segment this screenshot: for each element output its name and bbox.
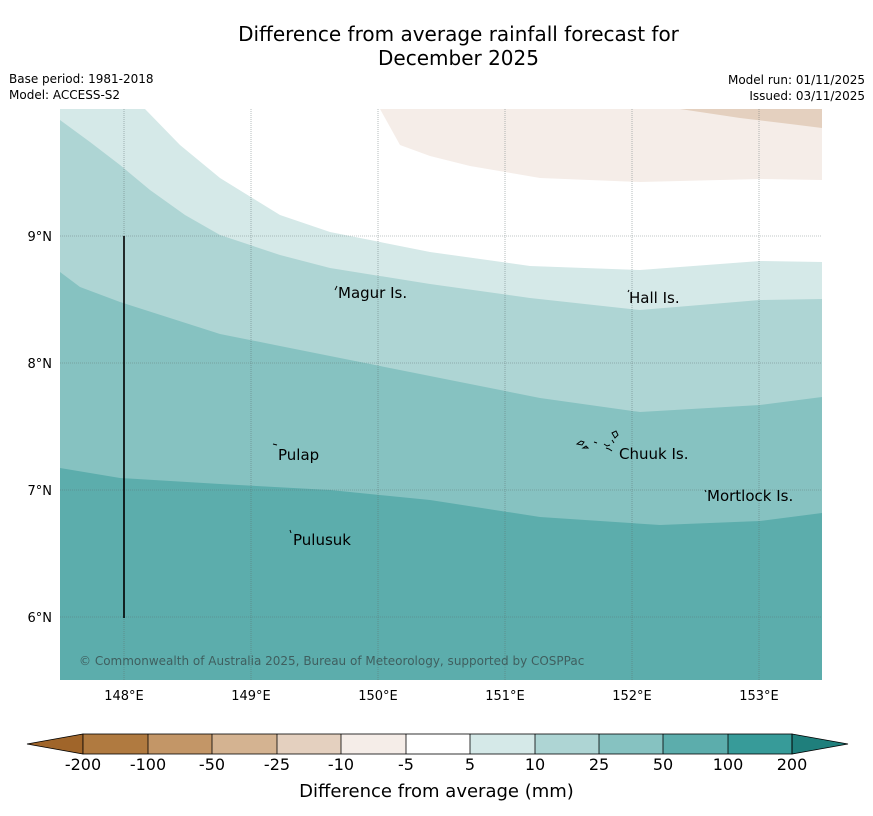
- colorbar-swatch-11: [728, 734, 792, 754]
- place-label-magur: Magur Is.: [338, 284, 407, 302]
- mortlock-island-shape: [704, 489, 707, 493]
- map-area: Magur Is. Hall Is. Pulap Chuuk Is. Mortl…: [60, 109, 822, 680]
- map-title: Difference from average rainfall forecas…: [0, 22, 873, 70]
- band-50-to-100: [60, 468, 822, 680]
- model-text: Model: ACCESS-S2: [9, 88, 121, 102]
- colorbar-tick-label: 25: [588, 755, 610, 774]
- lon-label-152e: 152°E: [612, 689, 652, 704]
- issued-text: Issued: 03/11/2025: [749, 89, 865, 103]
- colorbar-swatch-5: [341, 734, 406, 754]
- colorbar: [26, 733, 849, 755]
- band-minus10-to-minus5: [380, 109, 822, 182]
- colorbar-frame: [82, 733, 793, 755]
- longitude-labels: 148°E 149°E 150°E 151°E 152°E 153°E: [104, 689, 779, 704]
- lat-label-7n: 7°N: [28, 484, 53, 499]
- island-shapes: [272, 285, 707, 534]
- title-line-1: Difference from average rainfall forecas…: [238, 22, 679, 46]
- place-label-chuuk: Chuuk Is.: [619, 445, 688, 463]
- colorbar-tick-label: 50: [652, 755, 674, 774]
- place-label-mortlock: Mortlock Is.: [707, 487, 793, 505]
- base-period-text: Base period: 1981-2018: [9, 72, 154, 86]
- pulap-island-shape: [272, 443, 278, 446]
- lon-label-149e: 149°E: [231, 689, 271, 704]
- place-label-hall: Hall Is.: [629, 289, 680, 307]
- hall-island-shape: [627, 289, 630, 293]
- meta-right: Model run: 01/11/2025 Issued: 03/11/2025: [728, 72, 865, 104]
- colorbar-title: Difference from average (mm): [299, 781, 574, 802]
- place-label-pulap: Pulap: [278, 446, 319, 464]
- colorbar-tick-label: 200: [776, 755, 808, 774]
- lon-label-148e: 148°E: [104, 689, 144, 704]
- copyright-text: © Commonwealth of Australia 2025, Bureau…: [79, 654, 584, 668]
- colorbar-arrow-high: [791, 733, 849, 755]
- colorbar-tick-label: 100: [712, 755, 744, 774]
- lon-label-150e: 150°E: [358, 689, 398, 704]
- meta-left: Base period: 1981-2018 Model: ACCESS-S2: [9, 71, 154, 103]
- lat-label-8n: 8°N: [28, 357, 53, 372]
- model-run-text: Model run: 01/11/2025: [727, 73, 865, 87]
- colorbar-arrow-low: [26, 733, 84, 755]
- colorbar-swatch-4: [277, 734, 341, 754]
- colorbar-tick-label: -25: [263, 755, 291, 774]
- colorbar-tick-label: 10: [524, 755, 546, 774]
- colorbar-swatch-2: [148, 734, 212, 754]
- lat-label-6n: 6°N: [28, 611, 53, 626]
- lon-label-153e: 153°E: [739, 689, 779, 704]
- colorbar-tick-label: -5: [398, 755, 414, 774]
- colorbar-swatch-1: [83, 734, 148, 754]
- colorbar-tick-label: -200: [64, 755, 102, 774]
- lon-label-151e: 151°E: [485, 689, 525, 704]
- colorbar-tick-label: 5: [464, 755, 476, 774]
- pulusuk-island-shape: [289, 529, 292, 534]
- colorbar-tick-label: -50: [198, 755, 226, 774]
- band-minus25-to-minus10: [680, 109, 822, 128]
- lat-label-9n: 9°N: [28, 230, 53, 245]
- colorbar-swatch-7: [470, 734, 535, 754]
- magur-island-shape: [334, 285, 338, 291]
- colorbar-swatch-9: [599, 734, 663, 754]
- colorbar-swatch-10: [663, 734, 728, 754]
- gridlines: [60, 109, 822, 680]
- colorbar-tick-label: -10: [327, 755, 355, 774]
- colorbar-swatch-6: [406, 734, 470, 754]
- colorbar-tick-label: -100: [129, 755, 167, 774]
- place-label-pulusuk: Pulusuk: [293, 531, 351, 549]
- title-line-2: December 2025: [378, 46, 539, 70]
- colorbar-swatch-3: [212, 734, 277, 754]
- chuuk-islands-shape: [575, 430, 619, 452]
- latitude-labels: 9°N 8°N 7°N 6°N: [28, 230, 53, 626]
- colorbar-swatch-8: [535, 734, 599, 754]
